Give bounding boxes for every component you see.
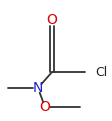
Text: N: N bbox=[32, 81, 43, 95]
Text: Cl: Cl bbox=[94, 65, 106, 79]
Text: O: O bbox=[39, 100, 50, 114]
Text: O: O bbox=[46, 13, 57, 27]
